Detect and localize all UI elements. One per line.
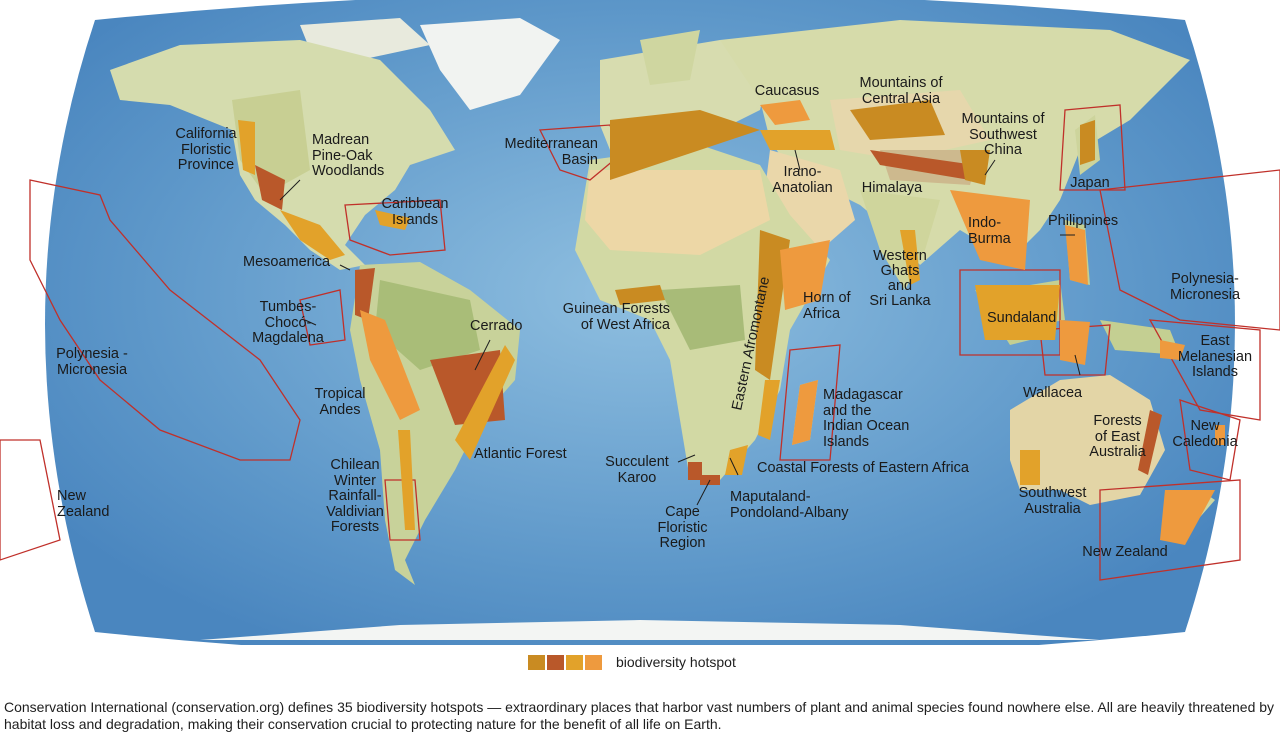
central-asia-hotspot (850, 100, 945, 140)
label-tropical-andes: Tropical Andes (314, 386, 366, 418)
tropical-andes-hotspot (360, 310, 420, 420)
amazon (375, 280, 480, 370)
new-caledonia-hotspot (1215, 425, 1225, 445)
label-succulent-karoo: Succulent Karoo (605, 454, 669, 486)
india (860, 190, 940, 290)
mediterranean-hotspot (610, 110, 760, 180)
label-mountains-sw-china: Mountains of Southwest China (961, 111, 1045, 158)
label-philippines: Philippines (1048, 213, 1119, 229)
nz-west-outline (0, 439, 61, 561)
leader-lines (279, 149, 1081, 506)
label-chilean: Chilean Winter Rainfall- Valdivian Fores… (326, 457, 384, 535)
maputaland-hotspot (725, 445, 748, 475)
label-forests-east-australia: Forests of East Australia (1089, 413, 1146, 460)
california-hotspot (238, 120, 255, 175)
congo (660, 285, 745, 350)
australia (1010, 375, 1165, 505)
label-nz-east: New Zealand (1082, 544, 1168, 560)
color-swatch-icon (585, 654, 602, 670)
label-irano-anatolian: Irano- Anatolian (772, 164, 833, 196)
label-nz-west: New Zealand (57, 488, 110, 520)
label-cerrado: Cerrado (470, 318, 523, 334)
label-horn-of-africa: Horn of Africa (803, 290, 851, 322)
color-swatch-icon (566, 654, 583, 670)
eastern-afromontane-hotspot (755, 230, 790, 380)
succulent-karoo-hotspot (688, 462, 702, 480)
madagascar-outline (779, 344, 841, 461)
world-map: California Floristic Province Madrean Pi… (0, 0, 1280, 645)
mediterranean-outline (538, 124, 621, 181)
polynesia-west-outline (29, 179, 301, 461)
irano-anatolian-hotspot (760, 130, 835, 150)
label-mediterranean: Mediterranean Basin (504, 136, 599, 168)
label-maputaland: Maputaland- Pondoland-Albany (730, 489, 849, 521)
label-atlantic-forest: Atlantic Forest (474, 446, 567, 462)
world-map-canvas (0, 0, 1280, 645)
label-guinean: Guinean Forests of West Africa (562, 301, 670, 333)
label-coastal-forests: Coastal Forests of Eastern Africa (757, 460, 969, 476)
label-cape: Cape Floristic Region (657, 504, 708, 551)
madagascar-hotspot (792, 380, 818, 445)
scandinavia (640, 30, 700, 85)
indo-burma-hotspot (950, 190, 1030, 270)
east-melanesian-outline (1148, 319, 1261, 421)
label-indo-burma: Indo- Burma (968, 215, 1011, 247)
label-madrean: Madrean Pine-Oak Woodlands (312, 132, 385, 179)
coastal-forests-hotspot (758, 380, 780, 440)
philippines-hotspot (1065, 225, 1088, 285)
legend-label: biodiversity hotspot (616, 654, 736, 670)
japan-outline (1059, 104, 1126, 191)
hotspot-areas (238, 100, 1225, 545)
caption: Conservation International (conservation… (4, 699, 1275, 732)
label-western-ghats: Western Ghats and Sri Lanka (869, 248, 931, 309)
label-california: California Floristic Province (175, 126, 237, 173)
atlantic-forest-hotspot (455, 345, 515, 460)
nz-east-outline (1099, 479, 1241, 581)
legend: biodiversity hotspot (528, 652, 736, 672)
southwest-australia-hotspot (1020, 450, 1040, 485)
sahara (585, 170, 770, 255)
wallacea-hotspot (1060, 320, 1090, 365)
label-sundaland: Sundaland (987, 310, 1057, 326)
mesoamerica-hotspot (280, 210, 345, 260)
caucasus-hotspot (760, 100, 810, 125)
western-ghats-hotspot (900, 230, 920, 285)
color-swatch-icon (547, 654, 564, 670)
label-polynesia-east: Polynesia- Micronesia (1169, 271, 1241, 303)
label-new-caledonia: New Caledonia (1172, 418, 1238, 450)
guinean-hotspot (615, 285, 665, 305)
hotspot-outlines (0, 104, 1280, 581)
antarctica (200, 620, 1100, 640)
color-swatch-icon (528, 654, 545, 670)
horn-of-africa-hotspot (780, 240, 830, 310)
label-tumbes: Tumbes- Chocó- Magdalena (252, 299, 324, 346)
himalaya-hotspot (870, 150, 975, 180)
label-east-melanesian: East Melanesian Islands (1177, 333, 1253, 380)
label-wallacea: Wallacea (1023, 385, 1083, 401)
label-caucasus: Caucasus (754, 83, 820, 99)
east-melanesian-hotspot (1160, 340, 1185, 360)
label-mountains-central-asia: Mountains of Central Asia (859, 75, 943, 107)
japan-hotspot (1080, 120, 1095, 165)
tumbes-outline (299, 289, 346, 346)
chilean-hotspot (398, 430, 415, 530)
caribbean-outline (344, 199, 446, 256)
label-himalaya: Himalaya (861, 180, 923, 196)
sundaland-hotspot (975, 285, 1060, 340)
label-polynesia-west: Polynesia - Micronesia (56, 346, 128, 378)
tumbes-hotspot (355, 268, 375, 320)
label-southwest-australia: Southwest Australia (1018, 485, 1087, 517)
forests-east-australia-hotspot (1138, 410, 1162, 475)
polynesia-east-outline (1099, 169, 1280, 331)
label-caribbean: Caribbean Islands (381, 196, 449, 228)
madrean-hotspot (255, 165, 285, 210)
label-mesoamerica: Mesoamerica (243, 254, 331, 270)
nz-east-hotspot (1160, 490, 1215, 545)
label-madagascar: Madagascar and the Indian Ocean Islands (823, 387, 910, 450)
greenland (420, 18, 560, 110)
sw-china-hotspot (960, 150, 990, 185)
label-japan: Japan (1070, 175, 1110, 191)
caribbean-hotspot (375, 210, 410, 230)
new-caledonia-outline (1179, 399, 1241, 481)
